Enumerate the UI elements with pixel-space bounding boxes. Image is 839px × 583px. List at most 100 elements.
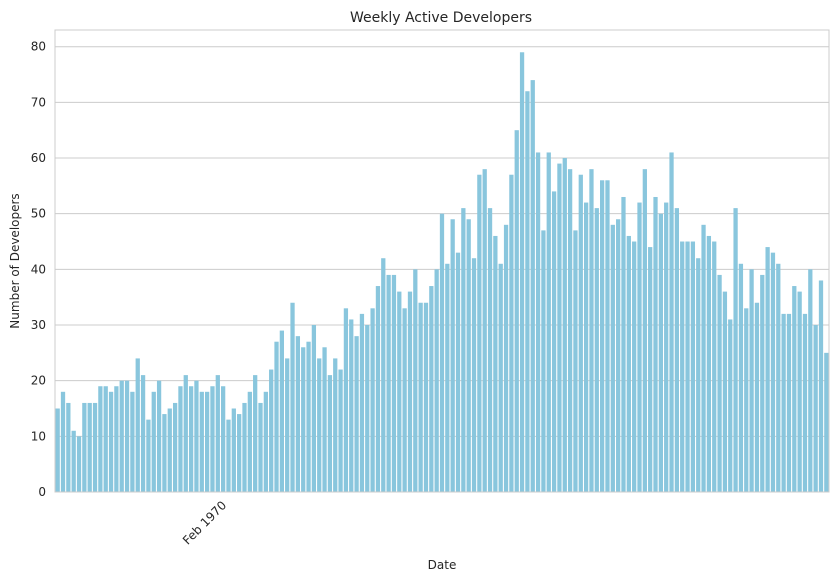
y-tick-label: 40 [31, 262, 46, 276]
bar [188, 386, 194, 492]
bar [274, 341, 279, 492]
bar [722, 291, 728, 492]
bar [674, 208, 679, 492]
bar [279, 330, 284, 492]
bar [648, 247, 653, 492]
bar [797, 291, 802, 492]
bar [626, 235, 631, 492]
bar [610, 224, 615, 492]
bar [808, 269, 813, 492]
bar [140, 375, 146, 492]
bar [172, 402, 178, 492]
bar [653, 196, 658, 493]
bar [370, 308, 375, 492]
bar [509, 174, 514, 492]
bar [397, 291, 402, 492]
bar [824, 352, 829, 492]
y-tick-label: 20 [31, 374, 46, 388]
bar [60, 391, 66, 492]
bar [301, 347, 306, 492]
bar [642, 169, 647, 492]
bar [616, 219, 621, 492]
bar [92, 402, 98, 492]
bar [317, 358, 322, 492]
bar [381, 258, 386, 492]
bar [632, 241, 637, 492]
bar [664, 202, 669, 493]
bar [343, 308, 349, 492]
bar [776, 263, 781, 492]
y-tick-label: 60 [31, 151, 46, 165]
bar [114, 386, 119, 492]
bar [583, 202, 589, 493]
y-tick-label: 50 [31, 207, 46, 221]
bar [365, 325, 370, 492]
bar [407, 291, 413, 492]
bar [103, 386, 108, 492]
bar [605, 180, 610, 493]
bar [162, 414, 167, 492]
bar [285, 358, 290, 492]
bar [194, 380, 199, 492]
bar [386, 274, 391, 492]
bar [589, 169, 594, 492]
bar [701, 224, 706, 492]
bar [434, 269, 439, 492]
bar [637, 202, 642, 493]
bar [600, 180, 605, 493]
bar [455, 252, 461, 492]
bar [706, 235, 712, 492]
bar [237, 414, 242, 492]
bar [658, 213, 663, 492]
bar [108, 391, 114, 492]
bar [477, 174, 482, 492]
y-axis-label: Number of Developers [8, 193, 22, 328]
bar [786, 313, 792, 492]
bar [311, 325, 317, 492]
bar [247, 391, 252, 492]
x-tick-label: Feb 1970 [180, 498, 229, 547]
bar [813, 325, 818, 492]
bar [445, 263, 450, 492]
bar [562, 158, 567, 492]
bar [391, 274, 397, 492]
plot-frame [54, 29, 830, 493]
bars [55, 52, 829, 493]
bar [712, 241, 717, 492]
bar [423, 302, 429, 492]
bar [573, 230, 578, 492]
bar [535, 152, 541, 492]
bar [818, 280, 824, 492]
bar [258, 402, 263, 492]
bar [295, 336, 301, 492]
bar [792, 286, 797, 492]
bar [525, 91, 530, 492]
bar [429, 286, 434, 492]
bar [690, 241, 696, 492]
bar [594, 208, 599, 492]
bar [418, 302, 423, 492]
bar [66, 402, 71, 492]
bar [744, 308, 749, 492]
bar [205, 391, 210, 492]
bar [728, 319, 733, 492]
chart-title: Weekly Active Developers [350, 10, 532, 26]
bar [359, 313, 365, 492]
bar [493, 235, 498, 492]
bar [210, 386, 215, 492]
bar [71, 430, 76, 492]
y-tick-label: 10 [31, 429, 46, 443]
bar [413, 269, 418, 492]
bar [439, 213, 445, 492]
bar [802, 313, 808, 492]
bar [183, 375, 188, 492]
bar [680, 241, 685, 492]
bar [621, 196, 626, 493]
bar [306, 341, 311, 492]
bar [119, 380, 124, 492]
bar [253, 375, 258, 492]
bar [567, 169, 573, 492]
y-tick-label: 0 [38, 485, 46, 499]
bar [231, 408, 236, 492]
